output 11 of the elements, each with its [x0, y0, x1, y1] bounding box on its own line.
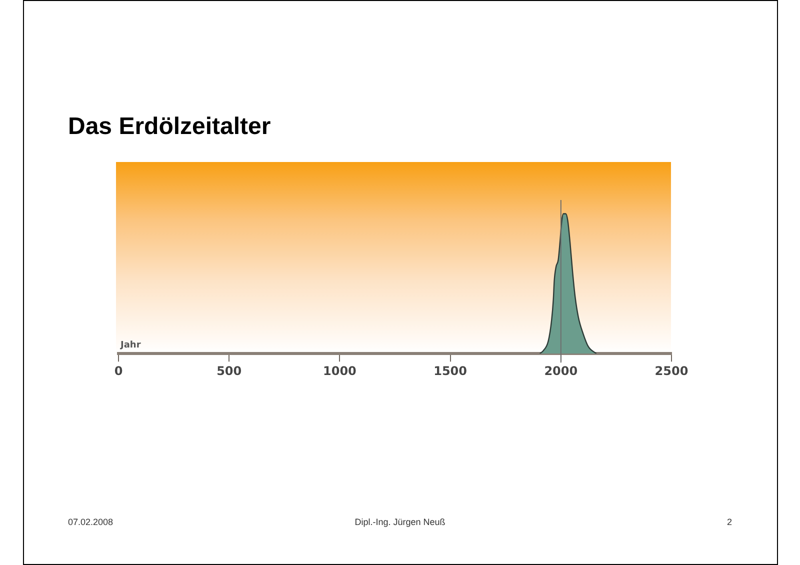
x-tick-label: 1000 [322, 364, 356, 378]
x-tick-label: 2500 [654, 364, 688, 378]
x-tick-label: 500 [216, 364, 242, 378]
text: 07.02.2008 [68, 516, 114, 528]
x-tick-label: 0 [114, 364, 123, 378]
x-tick-label: 2000 [544, 364, 578, 378]
text: 2 [726, 516, 732, 528]
x-axis-title: Jahr [120, 340, 142, 351]
x-tick-label: 1500 [434, 364, 468, 378]
text: Dipl.-Ing. Jürgen Neuß [354, 516, 446, 528]
chart-title: Das Erdölzeitalter [68, 113, 271, 141]
